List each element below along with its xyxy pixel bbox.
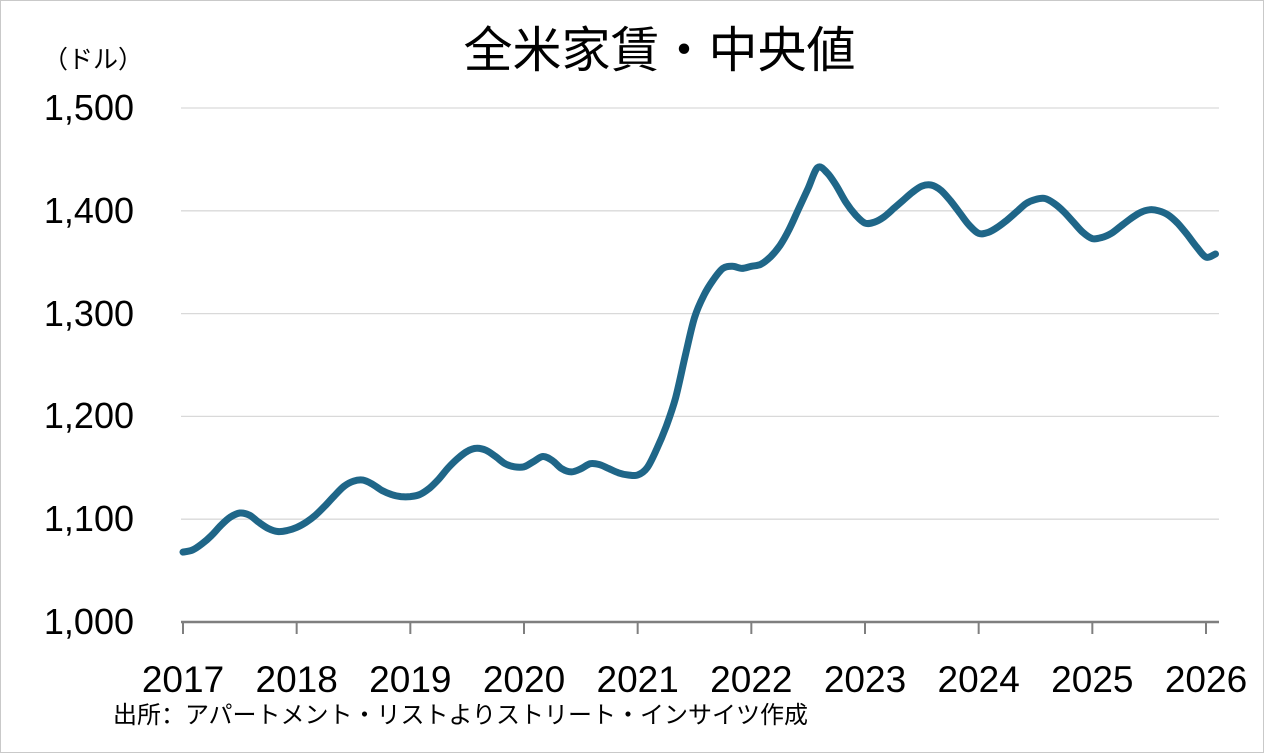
y-tick-label: 1,100 xyxy=(43,498,134,540)
chart-title: 全米家賃・中央値 xyxy=(463,24,856,78)
x-tick-label: 2021 xyxy=(596,659,679,700)
x-tick-label: 2026 xyxy=(1164,659,1248,700)
y-tick-label: 1,300 xyxy=(43,292,134,334)
x-tick-label: 2020 xyxy=(482,659,566,700)
x-tick-label: 2022 xyxy=(710,659,793,700)
source-note: 出所：アパートメント・リストよりストリート・インサイツ作成 xyxy=(113,702,809,729)
x-tick-label: 2025 xyxy=(1051,659,1134,700)
rent-line-series xyxy=(179,163,1219,556)
x-tick-label: 2018 xyxy=(255,659,338,700)
x-tick-label: 2023 xyxy=(823,659,907,700)
y-tick-label: 1,500 xyxy=(43,87,134,128)
y-axis-unit-label: （ドル） xyxy=(43,46,144,74)
y-tick-label: 1,200 xyxy=(43,395,134,437)
x-tick-label: 2017 xyxy=(141,659,225,700)
x-tick-label: 2019 xyxy=(369,659,452,700)
y-tick-label: 1,400 xyxy=(43,189,134,231)
x-tick-label: 2024 xyxy=(937,659,1020,700)
y-tick-label: 1,000 xyxy=(43,601,134,642)
